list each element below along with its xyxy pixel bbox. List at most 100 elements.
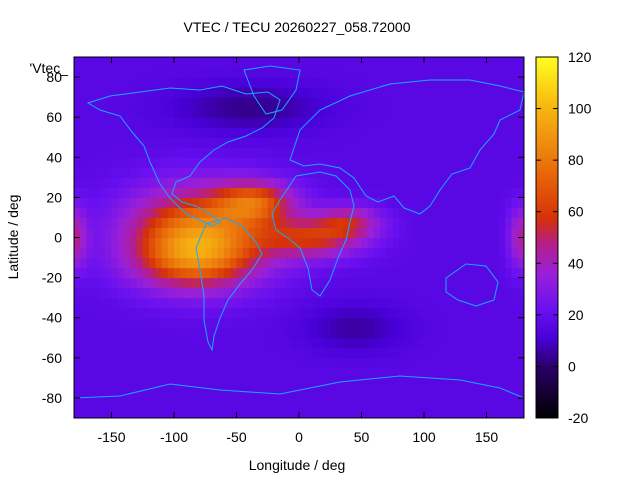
heat-cell xyxy=(274,297,281,309)
heat-cell xyxy=(199,327,206,339)
heat-cell xyxy=(224,97,231,108)
heat-cell xyxy=(336,97,344,108)
heat-cell xyxy=(261,287,269,299)
heat-cell xyxy=(355,77,363,88)
heat-cell xyxy=(367,327,375,339)
heat-cell xyxy=(86,177,94,188)
heat-cell xyxy=(74,327,81,339)
heat-cell xyxy=(111,147,119,158)
heat-cell xyxy=(374,297,381,309)
heat-cell xyxy=(324,117,331,128)
heat-cell xyxy=(86,107,94,118)
heat-cell xyxy=(99,137,106,148)
heat-cell xyxy=(492,277,500,289)
heat-cell xyxy=(136,317,144,329)
heat-cell xyxy=(180,127,188,138)
heat-cell xyxy=(430,187,438,198)
heat-cell xyxy=(180,217,188,229)
heat-cell xyxy=(74,147,81,158)
heat-cell xyxy=(92,157,100,168)
heat-cell xyxy=(211,277,219,289)
heat-cell xyxy=(486,237,494,249)
heat-cell xyxy=(80,367,88,379)
heat-cell xyxy=(399,107,406,118)
heat-cell xyxy=(199,267,206,279)
heat-cell xyxy=(99,307,106,319)
heat-cell xyxy=(355,387,363,399)
heat-cell xyxy=(361,277,369,289)
heat-cell xyxy=(86,167,94,178)
heat-cell xyxy=(80,377,88,389)
heat-cell xyxy=(174,157,181,168)
heat-cell xyxy=(486,397,494,409)
heat-cell xyxy=(299,157,306,168)
heat-cell xyxy=(399,147,406,158)
heat-cell xyxy=(74,297,81,309)
heat-cell xyxy=(442,397,450,409)
heat-cell xyxy=(274,357,281,369)
heat-cell xyxy=(367,177,375,188)
heat-cell xyxy=(355,167,363,178)
heat-cell xyxy=(80,127,88,138)
heat-cell xyxy=(180,227,188,239)
heat-cell xyxy=(474,137,481,148)
heat-cell xyxy=(430,247,438,259)
heat-cell xyxy=(430,117,438,128)
heat-cell xyxy=(330,107,338,118)
heat-cell xyxy=(330,307,338,319)
heat-cell xyxy=(349,277,356,289)
heat-cell xyxy=(267,57,275,68)
heat-cell xyxy=(367,307,375,319)
heat-cell xyxy=(186,187,194,198)
heat-cell xyxy=(130,277,138,289)
heat-cell xyxy=(336,317,344,329)
heat-cell xyxy=(486,377,494,389)
heat-cell xyxy=(505,317,513,329)
heat-cell xyxy=(299,207,306,219)
heat-cell xyxy=(355,377,363,389)
heat-cell xyxy=(392,337,400,349)
heat-cell xyxy=(342,197,350,209)
heat-cell xyxy=(461,107,469,118)
heat-cell xyxy=(299,267,306,279)
heat-cell xyxy=(136,227,144,239)
heat-cell xyxy=(367,157,375,168)
heat-cell xyxy=(230,207,238,219)
heat-cell xyxy=(430,327,438,339)
heat-cell xyxy=(117,307,125,319)
heat-cell xyxy=(242,237,250,249)
heat-cell xyxy=(355,137,363,148)
heat-cell xyxy=(199,337,206,349)
heat-cell xyxy=(211,397,219,409)
heat-cell xyxy=(361,227,369,239)
heat-cell xyxy=(380,137,388,148)
heat-cell xyxy=(74,247,81,259)
heat-cell xyxy=(224,127,231,138)
heat-cell xyxy=(186,87,194,98)
heat-cell xyxy=(117,207,125,219)
heat-cell xyxy=(136,377,144,389)
heat-cell xyxy=(255,57,263,68)
heat-cell xyxy=(161,327,169,339)
heat-cell xyxy=(455,67,463,78)
heat-cell xyxy=(155,367,163,379)
heat-cell xyxy=(517,237,524,249)
heat-cell xyxy=(367,347,375,359)
heat-cell xyxy=(411,77,419,88)
heat-cell xyxy=(161,227,169,239)
heat-cell xyxy=(186,407,194,418)
heat-cell xyxy=(392,397,400,409)
heat-cell xyxy=(517,277,524,289)
heat-cell xyxy=(342,87,350,98)
heat-cell xyxy=(199,397,206,409)
heat-cell xyxy=(242,377,250,389)
heat-cell xyxy=(74,157,81,168)
heat-cell xyxy=(211,197,219,209)
heat-cell xyxy=(117,237,125,249)
heat-cell xyxy=(311,117,319,128)
heat-cell xyxy=(180,167,188,178)
heat-cell xyxy=(280,327,288,339)
heat-cell xyxy=(80,227,88,239)
heat-cell xyxy=(205,377,213,389)
heat-cell xyxy=(292,297,300,309)
